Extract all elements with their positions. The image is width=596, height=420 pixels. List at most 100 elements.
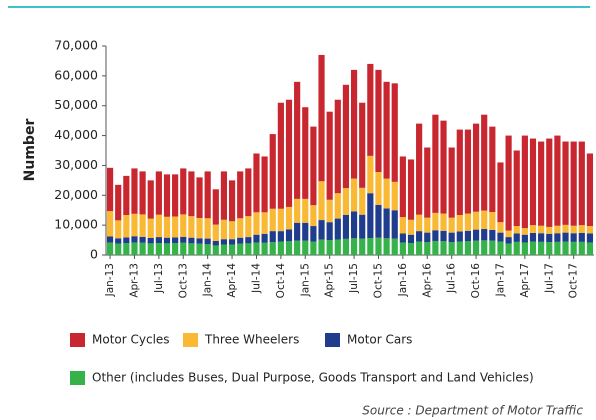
bar-segment [269, 134, 276, 209]
bar-segment [277, 102, 284, 209]
bar-segment [163, 216, 171, 238]
bar-segment [359, 238, 366, 255]
bar-segment [497, 232, 504, 242]
bar-segment [407, 159, 415, 220]
bar-segment [391, 238, 398, 255]
bar-segment [359, 187, 366, 215]
bar-segment [538, 225, 545, 234]
bar-segment [342, 84, 350, 189]
bar-segment [481, 240, 488, 255]
bar-segment [367, 63, 374, 156]
bar-segment [367, 193, 374, 238]
bar-segment [391, 210, 398, 239]
bar-segment [375, 237, 382, 255]
x-tick-label: Jan-17 [494, 263, 506, 297]
bar-segment [220, 171, 228, 220]
bar-segment [326, 222, 333, 241]
bar-segment [147, 218, 154, 238]
bar-segment [212, 240, 219, 246]
bar-segment [318, 54, 325, 182]
bar-segment [163, 243, 171, 255]
bar-segment [188, 237, 195, 244]
bar-segment [538, 233, 545, 242]
bar-segment [538, 141, 545, 226]
legend-swatch [183, 333, 198, 347]
bar-segment [432, 230, 439, 241]
bar-segment [489, 240, 496, 255]
bar-segment [318, 239, 325, 255]
x-tick-label: Oct-14 [275, 263, 287, 299]
bar-segment [310, 205, 317, 227]
bar-segment [155, 237, 162, 244]
y-tick-label: 50,000 [54, 97, 98, 112]
bar-segment [505, 135, 512, 231]
bar-segment [464, 213, 472, 231]
bar-segment [440, 241, 447, 255]
y-axis-label: Number [22, 119, 38, 182]
bar-segment [294, 240, 301, 255]
bar-segment [456, 214, 463, 232]
bar-segment [586, 233, 594, 243]
bar-segment [302, 107, 309, 199]
bar-segment [245, 243, 252, 255]
bar-segment [237, 218, 244, 238]
bar-segment [399, 217, 406, 234]
bar-segment [489, 229, 496, 241]
x-tick-label: Oct-16 [470, 263, 482, 299]
bar-segment [326, 111, 333, 200]
x-tick-label: Jan-16 [397, 263, 409, 298]
bar-segment [180, 242, 187, 255]
bar-segment [285, 206, 293, 230]
y-tick-label: 30,000 [54, 157, 98, 172]
bar-segment [521, 234, 528, 243]
bar-segment [123, 237, 130, 244]
bar-segment [456, 241, 463, 255]
bar-segment [172, 216, 179, 238]
y-tick-label: 10,000 [54, 217, 98, 232]
bar-segment [424, 147, 431, 218]
bar-segment [448, 217, 455, 233]
bar-segment [383, 208, 390, 239]
bar-segment [131, 242, 138, 255]
bar-segment [416, 123, 423, 215]
bar-segment [359, 102, 366, 188]
bar-segment [294, 222, 301, 241]
bar-segment [383, 178, 390, 209]
bar-segment [253, 234, 260, 243]
bar-segment [383, 238, 390, 255]
bar-segment [237, 243, 244, 255]
bar-segment [562, 224, 569, 233]
bar-segment [391, 83, 398, 182]
bar-segment [196, 243, 203, 255]
bar-segment [180, 236, 187, 243]
bar-segment [172, 237, 179, 244]
bar-segment [204, 171, 211, 219]
bar-segment [155, 171, 162, 215]
bar-segment [155, 243, 162, 255]
bar-segment [334, 239, 341, 255]
bar-segment [513, 150, 520, 227]
bar-segment [570, 141, 577, 226]
bar-segment [375, 69, 382, 172]
y-tick-label: 40,000 [54, 127, 98, 142]
bar-segment [562, 232, 569, 242]
bar-segment [578, 141, 585, 226]
bar-segment [472, 123, 480, 212]
bar-segment [399, 242, 406, 255]
x-tick-label: Jul-13 [153, 263, 165, 294]
x-tick-label: Apr-15 [324, 263, 336, 298]
bar-segment [310, 241, 317, 255]
y-tick-label: 0 [90, 247, 98, 262]
bar-segment [367, 237, 374, 255]
bar-segment [342, 238, 350, 255]
bar-segment [350, 178, 358, 212]
bar-segment [497, 162, 504, 223]
bar-segment [529, 138, 537, 226]
bar-segment [269, 242, 276, 255]
bar-segment [115, 238, 122, 244]
bar-segment [228, 244, 236, 255]
bar-segment [546, 242, 553, 255]
bar-segment [407, 243, 415, 255]
bar-segment [139, 171, 146, 215]
bar-segment [383, 81, 390, 179]
